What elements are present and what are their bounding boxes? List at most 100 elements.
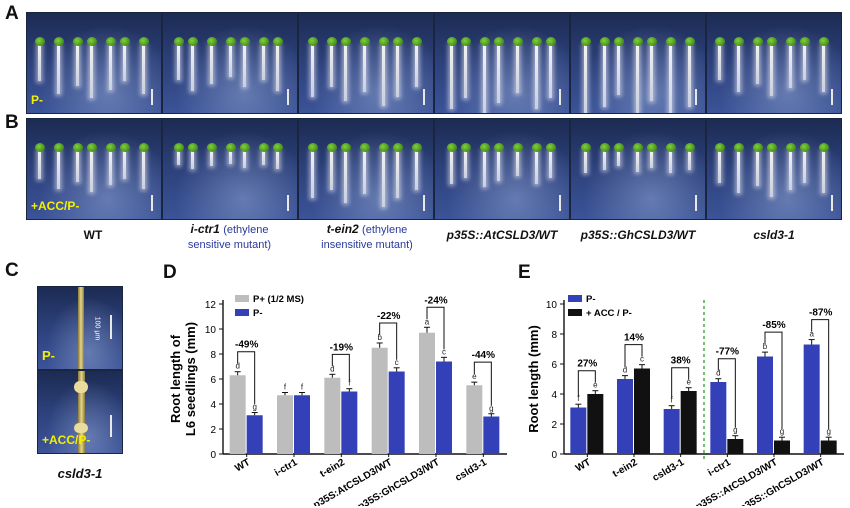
significance-letter: f <box>577 394 580 403</box>
y-tick-label: 8 <box>210 350 216 361</box>
seedling-root <box>210 151 213 167</box>
seedling-leaf <box>666 143 676 152</box>
seedling-leaf <box>393 143 403 152</box>
comparison-bracket <box>426 306 445 350</box>
seedling-photo <box>706 12 842 114</box>
seedling-root <box>344 151 347 203</box>
seedling-root <box>229 45 232 77</box>
seedling-root <box>243 45 246 88</box>
seedling-leaf <box>308 143 318 152</box>
legend-swatch <box>235 295 249 302</box>
significance-letter: b <box>377 333 382 342</box>
legend-label: P- <box>586 294 596 305</box>
seedling-leaf <box>715 37 725 46</box>
bar <box>419 332 435 454</box>
seedling-root <box>789 151 792 190</box>
scale-bar <box>287 195 289 211</box>
photo-c-top: 100 μm P- <box>37 286 123 370</box>
seedling-root <box>262 45 265 81</box>
seedling-leaf <box>513 37 523 46</box>
seedling-leaf <box>379 143 389 152</box>
seedling-root <box>210 45 213 84</box>
x-tick-label: i-ctr1 <box>706 457 733 479</box>
seedling-leaf <box>546 37 556 46</box>
significance-letter: f <box>301 383 304 392</box>
seedling-root <box>718 151 721 183</box>
seedling-leaf <box>35 37 45 46</box>
seedling-root <box>450 45 453 109</box>
seedling-leaf <box>819 37 829 46</box>
seedling-leaf <box>120 37 130 46</box>
y-tick-label: 10 <box>546 300 558 311</box>
percent-change-label: -85% <box>762 320 785 331</box>
seedling-leaf <box>226 37 236 46</box>
scale-bar <box>151 89 153 105</box>
scale-bar <box>287 89 289 105</box>
seedling-root <box>177 45 180 81</box>
seedling-root <box>822 45 825 92</box>
seedling-root <box>584 151 587 174</box>
percent-change-label: -24% <box>424 295 447 306</box>
seedling-leaf <box>666 37 676 46</box>
seedling-leaf <box>106 143 116 152</box>
significance-letter: e <box>593 381 598 390</box>
seedling-root <box>770 45 773 96</box>
bar <box>324 377 341 454</box>
seedling-root <box>756 151 759 187</box>
seedling-root <box>276 45 279 91</box>
seedling-leaf <box>139 37 149 46</box>
significance-letter: g <box>489 404 493 413</box>
seedling-root <box>549 45 552 99</box>
seedling-leaf <box>188 37 198 46</box>
seedling-root <box>109 151 112 186</box>
seedling-leaf <box>106 37 116 46</box>
seedling-leaf <box>786 143 796 152</box>
tag-acc-c: +ACC/P- <box>42 433 91 447</box>
seedling-leaf <box>327 143 337 152</box>
comparison-bracket <box>811 319 830 430</box>
seedling-root <box>636 45 639 113</box>
seedling-leaf <box>447 37 457 46</box>
seedling-leaf <box>800 143 810 152</box>
root-swelling <box>74 423 88 433</box>
y-tick-label: 4 <box>551 390 557 401</box>
seedling-root <box>344 45 347 102</box>
seedling-leaf <box>54 143 64 152</box>
seedling-root <box>330 45 333 87</box>
y-tick-label: 2 <box>551 420 557 431</box>
y-tick-label: 6 <box>551 360 557 371</box>
seedling-root <box>415 45 418 87</box>
seedling-photo <box>162 12 298 114</box>
significance-letter: f <box>671 396 674 405</box>
scale-bar <box>151 195 153 211</box>
seedling-root <box>76 45 79 86</box>
seedling-leaf <box>600 143 610 152</box>
seedling-root <box>497 45 500 104</box>
bar <box>757 356 773 454</box>
caption-t-ein2-main: t-ein2 <box>326 222 359 236</box>
bar <box>466 385 483 454</box>
seedling-leaf <box>461 37 471 46</box>
seedling-root <box>688 151 691 170</box>
significance-letter: d <box>716 369 720 378</box>
scale-bar <box>695 89 697 105</box>
seedling-root <box>415 151 418 190</box>
y-tick-label: 10 <box>205 325 217 336</box>
percent-change-label: 38% <box>671 356 691 367</box>
x-tick-label: csld3-1 <box>651 457 687 484</box>
bar <box>246 415 263 454</box>
significance-letter: c <box>640 355 644 364</box>
significance-letter: g <box>252 403 256 412</box>
seedling-leaf <box>614 143 624 152</box>
seedling-leaf <box>360 37 370 46</box>
condition-tag: P- <box>31 93 43 107</box>
bar <box>663 409 680 454</box>
bar <box>570 407 587 454</box>
seedling-leaf <box>753 37 763 46</box>
seedling-photo <box>298 12 434 114</box>
root-swelling <box>74 381 88 393</box>
seedling-root <box>718 45 721 80</box>
seedling-root <box>617 45 620 96</box>
caption-csld3: csld3-1 <box>706 228 842 242</box>
seedling-leaf <box>341 143 351 152</box>
